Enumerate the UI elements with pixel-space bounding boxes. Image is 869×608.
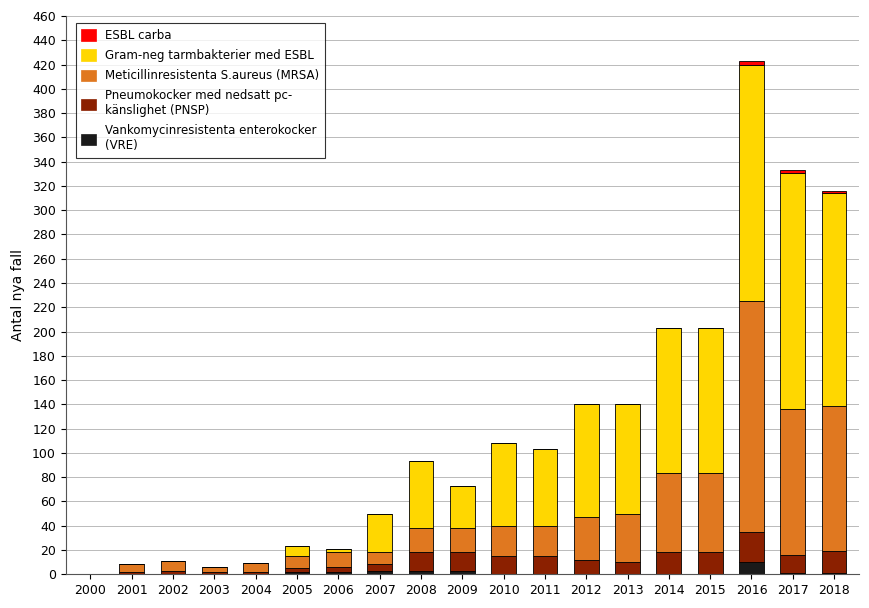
Bar — [820, 573, 846, 574]
Bar — [820, 551, 846, 573]
Bar — [449, 528, 474, 552]
Bar — [202, 567, 227, 572]
Bar — [367, 552, 392, 564]
Bar — [326, 552, 350, 567]
Legend: ESBL carba, Gram-neg tarmbakterier med ESBL, Meticillinresistenta S.aureus (MRSA: ESBL carba, Gram-neg tarmbakterier med E… — [76, 23, 325, 158]
Bar — [656, 474, 680, 552]
Bar — [408, 552, 433, 570]
Bar — [449, 486, 474, 528]
Bar — [284, 556, 309, 568]
Bar — [326, 567, 350, 572]
Bar — [614, 562, 640, 574]
Bar — [739, 301, 763, 532]
Bar — [367, 570, 392, 574]
Bar — [779, 173, 804, 409]
Bar — [284, 572, 309, 574]
Bar — [367, 514, 392, 552]
Bar — [408, 528, 433, 552]
Bar — [449, 552, 474, 570]
Bar — [532, 556, 557, 574]
Y-axis label: Antal nya fall: Antal nya fall — [11, 249, 25, 341]
Bar — [697, 328, 722, 474]
Bar — [408, 461, 433, 528]
Bar — [574, 404, 598, 517]
Bar — [119, 572, 144, 574]
Bar — [739, 61, 763, 64]
Bar — [161, 561, 185, 570]
Bar — [820, 191, 846, 193]
Bar — [779, 554, 804, 573]
Bar — [779, 170, 804, 173]
Bar — [697, 552, 722, 574]
Bar — [367, 564, 392, 570]
Bar — [532, 526, 557, 556]
Bar — [574, 559, 598, 574]
Bar — [739, 64, 763, 301]
Bar — [614, 404, 640, 514]
Bar — [779, 573, 804, 574]
Bar — [739, 532, 763, 562]
Bar — [326, 572, 350, 574]
Bar — [202, 572, 227, 574]
Bar — [449, 570, 474, 574]
Bar — [820, 406, 846, 551]
Bar — [779, 409, 804, 554]
Bar — [161, 570, 185, 574]
Bar — [614, 514, 640, 562]
Bar — [284, 546, 309, 556]
Bar — [739, 562, 763, 574]
Bar — [656, 552, 680, 574]
Bar — [284, 568, 309, 572]
Bar — [491, 526, 515, 556]
Bar — [491, 443, 515, 526]
Bar — [697, 474, 722, 552]
Bar — [243, 572, 268, 574]
Bar — [574, 517, 598, 559]
Bar — [656, 328, 680, 474]
Bar — [820, 193, 846, 406]
Bar — [532, 449, 557, 526]
Bar — [408, 570, 433, 574]
Bar — [326, 548, 350, 552]
Bar — [491, 556, 515, 574]
Bar — [243, 563, 268, 572]
Bar — [119, 564, 144, 572]
